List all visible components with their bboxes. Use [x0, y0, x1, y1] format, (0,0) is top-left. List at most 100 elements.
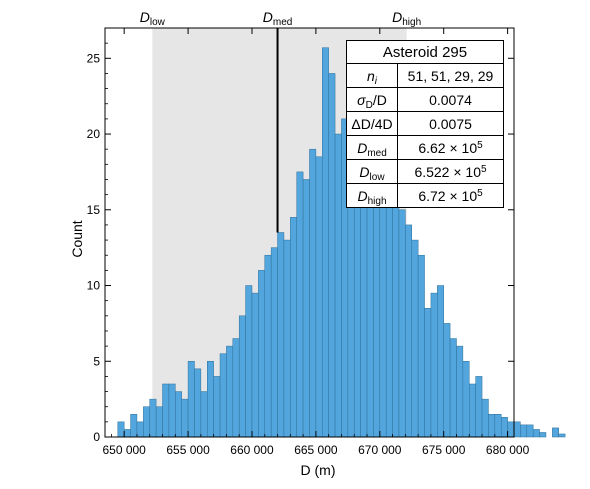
stats-key: ΔD/4D	[346, 111, 398, 136]
histogram-bar	[558, 433, 566, 438]
marker-label-low: Dlow	[140, 9, 166, 28]
y-tick-label: 15	[87, 203, 101, 217]
histogram-bar	[424, 307, 432, 438]
histogram-bar	[539, 432, 547, 438]
histogram-bar	[449, 338, 457, 438]
histogram-bar	[430, 292, 438, 438]
histogram-bar	[290, 217, 297, 438]
histogram-bar	[130, 414, 138, 438]
histogram-bar	[411, 239, 419, 438]
histogram-bar	[226, 345, 234, 438]
histogram-bar	[552, 427, 559, 438]
stats-row-dhigh: Dhigh 6.72 × 105	[346, 183, 504, 208]
histogram-bar	[207, 361, 214, 438]
histogram-bar	[392, 194, 400, 438]
stats-key: ni	[346, 63, 398, 88]
histogram-bar	[155, 406, 163, 438]
histogram-bar	[213, 376, 221, 438]
histogram-bars	[117, 47, 566, 438]
stats-value: 6.72 × 105	[397, 183, 504, 208]
histogram-bar	[469, 383, 476, 438]
histogram-bar	[238, 315, 246, 438]
histogram-bar	[500, 417, 508, 438]
histogram-bar	[219, 353, 227, 438]
histogram-bar	[123, 429, 131, 438]
stats-value: 6.522 × 105	[397, 159, 504, 184]
histogram-bar	[481, 398, 489, 438]
histogram-bar	[194, 368, 202, 438]
histogram-bar	[117, 421, 125, 438]
histogram-bar	[437, 285, 444, 438]
histogram-bar	[309, 148, 317, 438]
histogram-bar	[398, 209, 406, 438]
histogram-bar	[181, 398, 189, 438]
axes: 650 000 655 000 660 000 665 000 670 000 675 0…	[87, 27, 530, 457]
stats-key: Dlow	[346, 159, 398, 184]
histogram-bar	[143, 406, 150, 438]
x-tick-label: 660 000	[230, 443, 274, 457]
stats-title-row: Asteroid 295	[346, 40, 504, 64]
stats-row-dmed: Dmed 6.62 × 105	[346, 135, 504, 160]
histogram-bar	[488, 414, 496, 438]
x-tick-label: 670 000	[358, 443, 402, 457]
stats-value: 6.62 × 105	[397, 135, 504, 160]
histogram-bar	[302, 179, 310, 438]
stats-table: Asteroid 295 ni 51, 51, 29, 29 σD/D 0.00…	[346, 40, 504, 208]
y-tick-label: 10	[87, 279, 101, 293]
histogram-bar	[456, 345, 464, 438]
stats-row-sigma: σD/D 0.0074	[346, 87, 504, 112]
histogram-bar	[315, 156, 323, 438]
y-axis-title: Count	[69, 220, 85, 257]
histogram-bar	[475, 376, 483, 438]
stats-key: Dhigh	[346, 183, 398, 208]
histogram-bar	[443, 323, 451, 438]
histogram-bar	[277, 232, 285, 438]
histogram-bar	[385, 186, 393, 438]
histogram-bar	[494, 414, 502, 438]
stats-key: Dmed	[346, 135, 398, 160]
histogram-bar	[270, 247, 278, 438]
histogram-bar	[136, 421, 144, 438]
stats-row-delta: ΔD/4D 0.0075	[346, 111, 504, 136]
marker-label-high: Dhigh	[392, 9, 421, 28]
histogram-bar	[232, 338, 240, 438]
histogram-bar	[532, 429, 540, 438]
histogram-bar	[283, 239, 291, 438]
plot-frame	[104, 27, 515, 438]
histogram-bar	[264, 254, 272, 438]
marker-lines: Dlow Dmed Dhigh	[140, 9, 421, 233]
x-tick-label: 665 000	[294, 443, 338, 457]
histogram-bar	[168, 383, 176, 438]
y-tick-label: 20	[87, 127, 101, 141]
stats-key: σD/D	[346, 87, 398, 112]
stats-value: 0.0075	[397, 111, 504, 136]
x-tick-label: 675 000	[422, 443, 466, 457]
histogram-bar	[200, 391, 208, 438]
histogram-bar	[251, 292, 259, 438]
histogram-bar	[417, 254, 425, 438]
histogram-bar	[162, 383, 170, 438]
histogram-bar	[526, 424, 534, 438]
stats-row-dlow: Dlow 6.522 × 105	[346, 159, 504, 184]
marker-label-med: Dmed	[263, 9, 293, 28]
stats-row-ni: ni 51, 51, 29, 29	[346, 63, 504, 88]
histogram-bar	[405, 224, 412, 438]
stats-value: 0.0074	[397, 87, 504, 112]
histogram-bar	[149, 398, 157, 438]
histogram-bar	[334, 133, 342, 438]
y-tick-label: 25	[87, 51, 101, 65]
histogram-bar	[296, 171, 304, 438]
histogram-bar	[462, 361, 470, 438]
histogram-bar	[187, 361, 195, 438]
y-tick-label: 0	[93, 430, 100, 444]
x-axis-title: D (m)	[301, 462, 336, 478]
histogram-bar	[520, 424, 528, 438]
histogram-bar	[513, 421, 521, 438]
stats-title: Asteroid 295	[346, 40, 504, 64]
x-tick-label: 655 000	[166, 443, 210, 457]
histogram-bar	[245, 285, 253, 438]
y-tick-label: 5	[93, 354, 100, 368]
stats-value: 51, 51, 29, 29	[397, 63, 504, 88]
histogram-bar	[258, 270, 266, 438]
histogram-bar	[328, 73, 336, 438]
